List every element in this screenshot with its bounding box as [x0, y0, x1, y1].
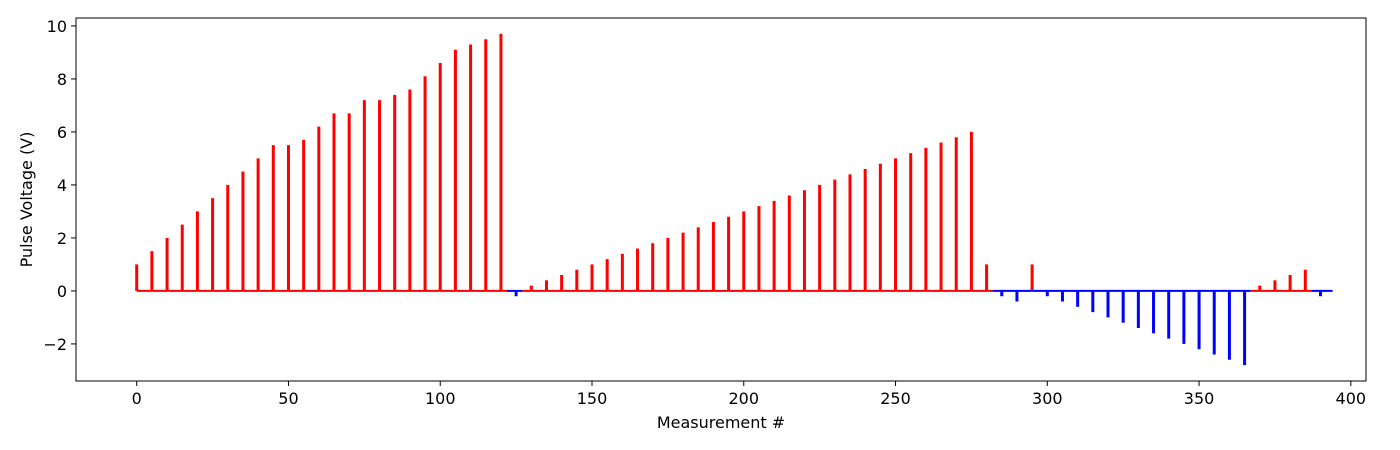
x-tick-label-400: 400: [1336, 389, 1367, 408]
y-tick-label--2: −2: [43, 335, 67, 354]
y-tick-label-10: 10: [47, 17, 67, 36]
x-tick-label-300: 300: [1032, 389, 1063, 408]
x-axis-ticks: 0 50 100 150 200 250 300 350 400: [132, 381, 1366, 408]
plot-frame: [75, 17, 1367, 382]
x-tick-label-200: 200: [728, 389, 759, 408]
x-tick-label-350: 350: [1184, 389, 1215, 408]
y-tick-label-2: 2: [57, 229, 67, 248]
plot-marks: [135, 33, 1322, 366]
x-tick-label-0: 0: [132, 389, 142, 408]
y-tick-label-0: 0: [57, 282, 67, 301]
x-tick-label-250: 250: [880, 389, 911, 408]
x-tick-label-50: 50: [278, 389, 298, 408]
x-axis-label: Measurement #: [657, 413, 785, 432]
y-tick-label-4: 4: [57, 176, 67, 195]
y-tick-label-8: 8: [57, 70, 67, 89]
x-tick-label-100: 100: [425, 389, 456, 408]
y-tick-label-6: 6: [57, 123, 67, 142]
y-axis-label: Pulse Voltage (V): [17, 132, 36, 268]
x-tick-label-150: 150: [577, 389, 608, 408]
y-axis-ticks: −2 0 2 4 6 8 10: [43, 17, 76, 354]
